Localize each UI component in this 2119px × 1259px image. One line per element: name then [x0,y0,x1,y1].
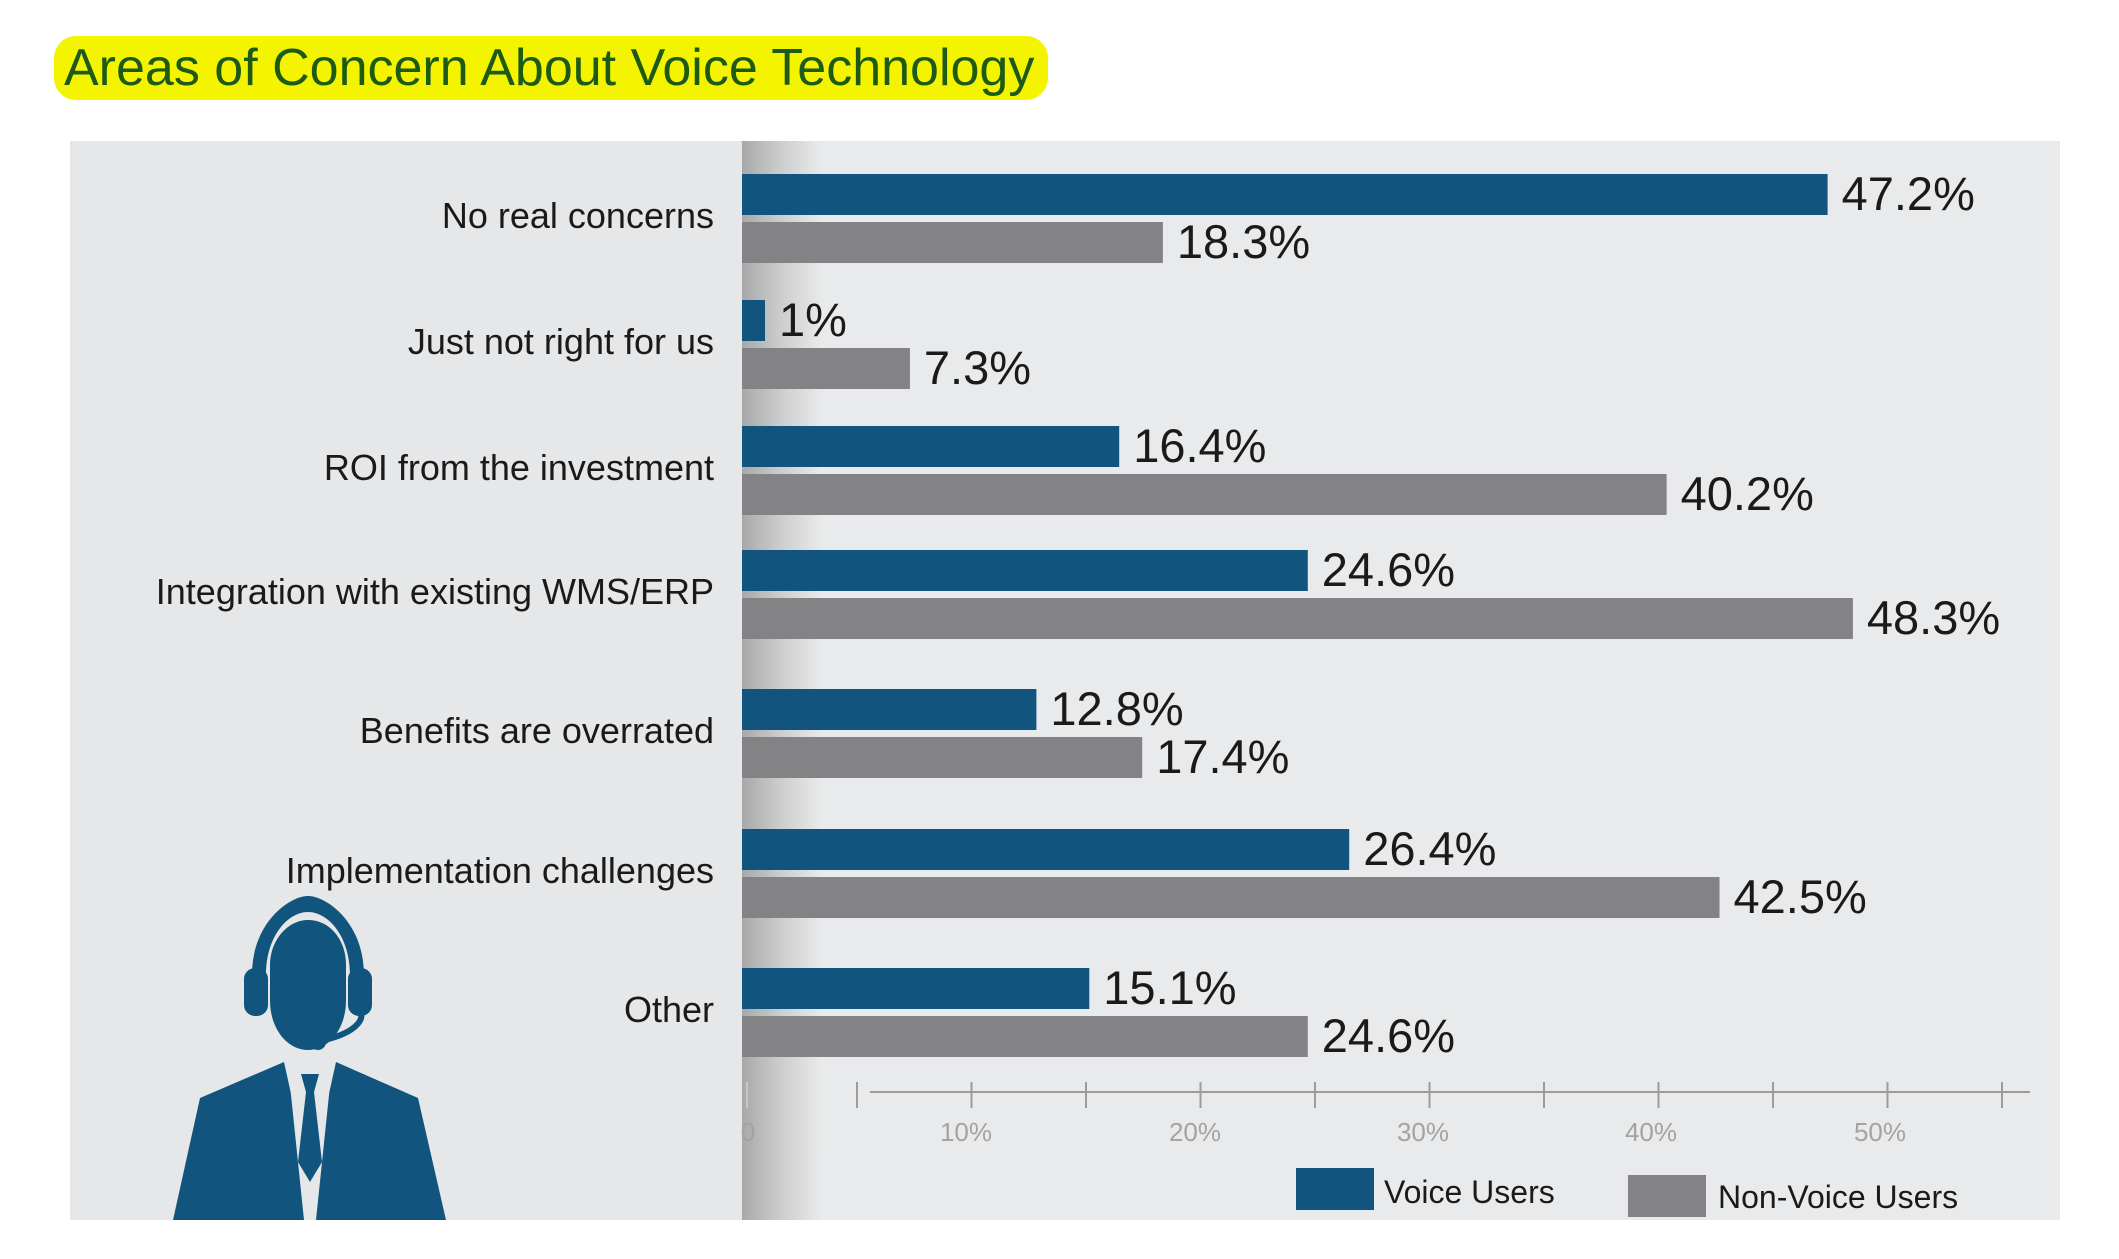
category-label: Just not right for us [408,321,714,362]
x-tick-label: 10% [940,1117,992,1147]
value-labels: 47.2% 18.3% 1% 7.3% 16.4% 40.2% 24.6% 48.3% 12.8… [779,167,2000,1062]
category-label: Benefits are overrated [360,710,714,751]
bar-non-voice-users [742,474,1667,515]
bar-voice-users [742,829,1350,870]
legend-swatch-voice-users [1296,1168,1374,1210]
bars [742,174,1853,1057]
x-tick-label: 0 [741,1117,755,1147]
x-tick-label: 40% [1625,1117,1677,1147]
value-label-voice-users: 15.1% [1103,961,1236,1014]
chart-title: Areas of Concern About Voice Technology [64,39,1035,97]
agent-head [270,920,346,1050]
agent-headband [252,896,364,995]
bar-non-voice-users [742,877,1720,918]
value-label-voice-users: 47.2% [1842,167,1975,220]
bar-voice-users [742,426,1120,467]
legend-swatch-non-voice-users [1628,1175,1706,1217]
agent-earcup-left [244,968,268,1016]
agent-body [173,1062,446,1220]
agent-earcup-right [348,968,372,1016]
category-label: Other [624,989,714,1030]
value-label-voice-users: 1% [779,293,847,346]
bar-voice-users [742,300,765,341]
category-label: Integration with existing WMS/ERP [156,571,714,612]
bar-non-voice-users [742,737,1143,778]
value-label-non-voice-users: 42.5% [1734,870,1867,923]
bar-voice-users [742,968,1090,1009]
bar-voice-users [742,689,1037,730]
headset-agent-icon [173,896,446,1220]
value-label-non-voice-users: 24.6% [1322,1009,1455,1062]
x-axis: 0 10% 20% 30% 40% 50% [741,1082,2030,1147]
value-label-voice-users: 16.4% [1133,419,1266,472]
bar-non-voice-users [742,1016,1308,1057]
bar-voice-users [742,174,1828,215]
x-tick-label: 20% [1169,1117,1221,1147]
value-label-non-voice-users: 17.4% [1156,730,1289,783]
category-label: Implementation challenges [286,850,714,891]
category-label: No real concerns [442,195,714,236]
legend-label-voice-users: Voice Users [1384,1174,1555,1210]
chart-title-highlight: Areas of Concern About Voice Technology [54,36,1049,100]
agent-mic [315,1009,365,1045]
x-tick-label: 30% [1397,1117,1449,1147]
value-label-non-voice-users: 48.3% [1867,591,2000,644]
legend: Voice Users Non-Voice Users [1296,1168,1958,1217]
value-label-voice-users: 24.6% [1322,543,1455,596]
value-label-voice-users: 12.8% [1050,682,1183,735]
value-label-voice-users: 26.4% [1363,822,1496,875]
legend-label-non-voice-users: Non-Voice Users [1718,1179,1958,1215]
agent-mic-tip [310,1034,326,1050]
agent-tie [298,1074,322,1182]
bar-non-voice-users [742,348,910,389]
bar-non-voice-users [742,598,1853,639]
value-label-non-voice-users: 18.3% [1177,215,1310,268]
value-label-non-voice-users: 40.2% [1681,467,1814,520]
bar-non-voice-users [742,222,1163,263]
bar-voice-users [742,550,1308,591]
category-labels: No real concerns Just not right for us ROI… [156,195,714,1030]
value-label-non-voice-users: 7.3% [924,341,1031,394]
category-label: ROI from the investment [324,447,714,488]
x-tick-label: 50% [1854,1117,1906,1147]
